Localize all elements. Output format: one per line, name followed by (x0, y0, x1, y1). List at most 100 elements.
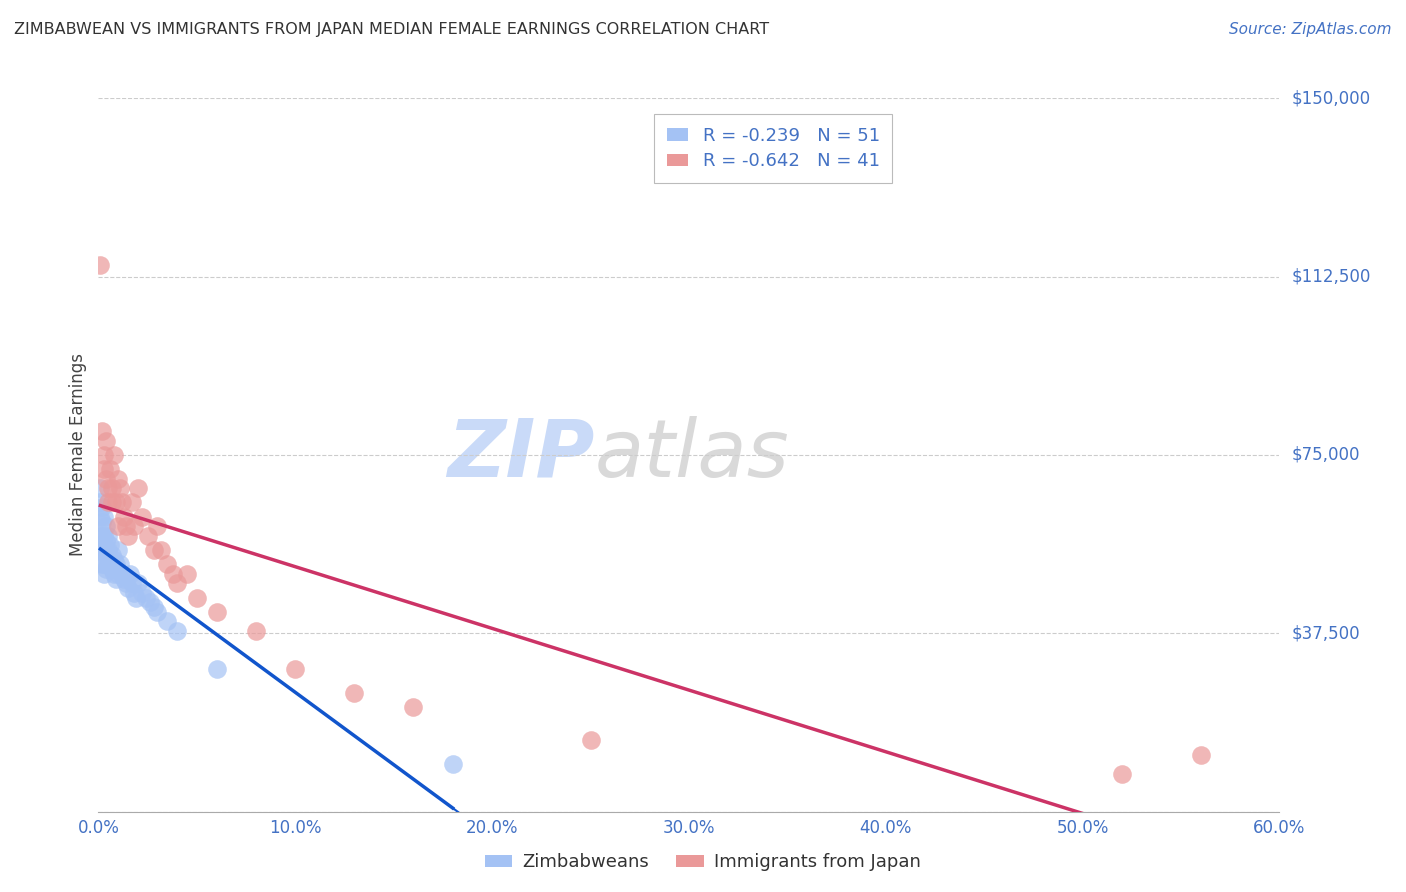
Point (136, 529, 159, 543)
Point (89, 495, 111, 509)
Point (97, 495, 120, 509)
Text: $75,000: $75,000 (1291, 446, 1360, 464)
Point (93, 529, 115, 543)
Point (166, 624, 188, 638)
Point (138, 595, 160, 609)
Point (142, 600, 165, 615)
Point (125, 591, 148, 605)
Point (111, 495, 134, 509)
Point (96, 434, 118, 448)
Point (89, 481, 111, 495)
Text: ZIMBABWEAN VS IMMIGRANTS FROM JAPAN MEDIAN FEMALE EARNINGS CORRELATION CHART: ZIMBABWEAN VS IMMIGRANTS FROM JAPAN MEDI… (14, 22, 769, 37)
Text: ZIP: ZIP (447, 416, 595, 494)
Point (96, 472, 118, 486)
Point (205, 662, 228, 676)
Point (91, 543, 114, 558)
Text: $112,500: $112,500 (1291, 268, 1371, 285)
Point (176, 566, 198, 581)
Point (101, 548, 124, 562)
Point (131, 509, 153, 524)
Point (127, 481, 149, 495)
Point (93, 509, 115, 524)
Point (107, 543, 129, 558)
Point (115, 576, 138, 591)
Point (118, 566, 141, 581)
Point (96, 533, 118, 548)
Point (107, 566, 129, 581)
Point (166, 576, 188, 591)
Point (108, 558, 131, 572)
Point (89, 509, 111, 524)
Point (89, 529, 111, 543)
Point (245, 624, 267, 638)
Point (93, 566, 115, 581)
Point (156, 558, 179, 572)
Point (89, 543, 111, 558)
Point (579, 733, 602, 747)
Point (108, 481, 131, 495)
Point (343, 686, 366, 700)
Point (105, 572, 128, 586)
Point (111, 566, 134, 581)
Y-axis label: Median Female Earnings: Median Female Earnings (69, 353, 87, 557)
Point (205, 605, 228, 619)
Legend: R = -0.239   N = 51, R = -0.642   N = 41: R = -0.239 N = 51, R = -0.642 N = 41 (654, 114, 893, 183)
Point (93, 448, 115, 462)
Point (146, 519, 169, 533)
Point (131, 586, 153, 600)
Point (162, 566, 184, 581)
Point (103, 448, 125, 462)
Point (89, 258, 111, 272)
Point (103, 566, 125, 581)
Point (107, 519, 129, 533)
Point (117, 529, 139, 543)
Point (121, 576, 143, 591)
Point (135, 591, 157, 605)
Point (97, 558, 120, 572)
Point (112, 572, 135, 586)
Text: $37,500: $37,500 (1291, 624, 1360, 642)
Point (1111, 766, 1133, 780)
Point (121, 495, 143, 509)
Point (107, 472, 129, 486)
Point (93, 543, 115, 558)
Point (105, 558, 128, 572)
Point (103, 552, 125, 566)
Point (186, 591, 208, 605)
Point (93, 462, 115, 476)
Point (96, 548, 118, 562)
Text: $150,000: $150,000 (1291, 89, 1371, 107)
Point (96, 562, 118, 576)
Text: atlas: atlas (595, 416, 789, 494)
Point (150, 543, 173, 558)
Point (91, 529, 114, 543)
Point (97, 543, 120, 558)
Point (98, 538, 121, 552)
Point (112, 509, 135, 524)
Point (101, 481, 124, 495)
Point (441, 757, 464, 772)
Point (101, 495, 124, 509)
Point (98, 552, 121, 566)
Point (146, 605, 169, 619)
Point (156, 615, 179, 629)
Point (97, 481, 120, 495)
Point (91, 515, 114, 529)
Point (402, 700, 425, 714)
Point (142, 543, 165, 558)
Point (122, 586, 145, 600)
Point (1189, 747, 1212, 762)
Point (127, 576, 149, 591)
Point (97, 529, 120, 543)
Point (91, 500, 114, 515)
Point (284, 662, 307, 676)
Point (91, 558, 114, 572)
Point (115, 519, 138, 533)
Point (101, 562, 124, 576)
Point (91, 424, 114, 438)
Legend: Zimbabweans, Immigrants from Japan: Zimbabweans, Immigrants from Japan (478, 847, 928, 879)
Point (93, 558, 115, 572)
Point (96, 519, 118, 533)
Point (122, 519, 145, 533)
Text: Source: ZipAtlas.com: Source: ZipAtlas.com (1229, 22, 1392, 37)
